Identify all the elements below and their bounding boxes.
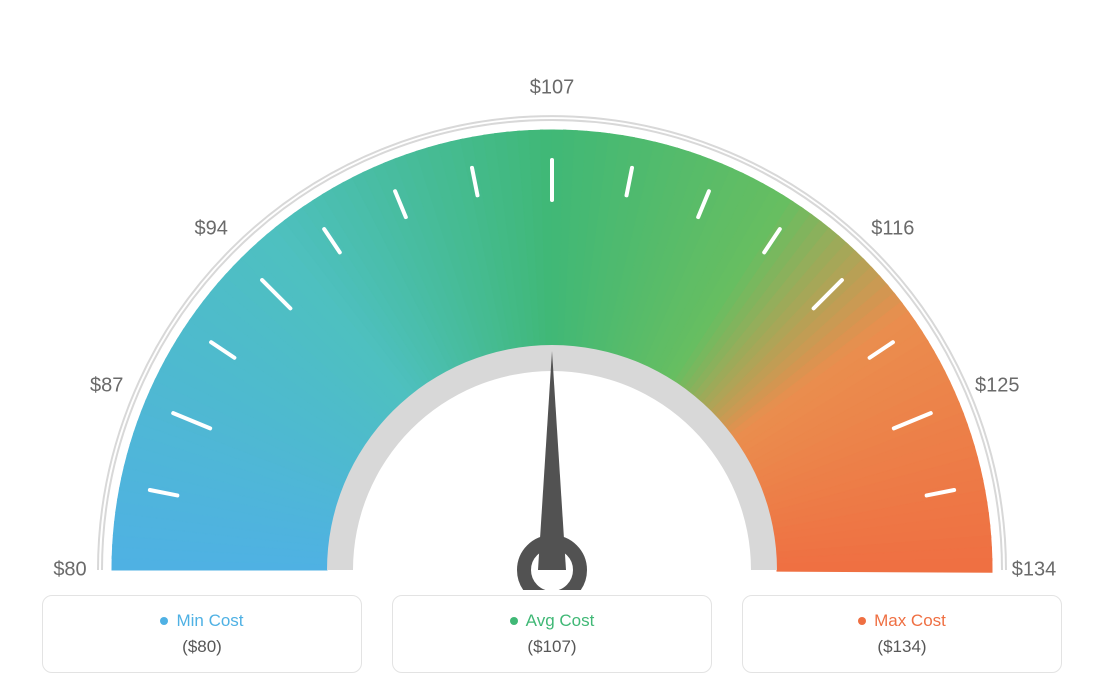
legend-min-value: ($80) (182, 637, 222, 657)
legend-max-top: Max Cost (858, 611, 946, 631)
legend-max-value: ($134) (877, 637, 926, 657)
gauge-tick-label: $116 (871, 218, 914, 241)
legend-max-label: Max Cost (874, 611, 946, 631)
gauge-tick-label: $107 (530, 77, 575, 100)
gauge-tick-label: $80 (53, 559, 86, 582)
legend-card-avg: Avg Cost ($107) (392, 595, 712, 673)
legend-card-max: Max Cost ($134) (742, 595, 1062, 673)
gauge-tick-label: $134 (1012, 559, 1057, 582)
gauge-tick-label: $87 (90, 374, 123, 397)
legend-min-top: Min Cost (160, 611, 243, 631)
dot-icon (160, 617, 168, 625)
dot-icon (858, 617, 866, 625)
legend-avg-top: Avg Cost (510, 611, 595, 631)
dot-icon (510, 617, 518, 625)
legend-avg-value: ($107) (527, 637, 576, 657)
legend-row: Min Cost ($80) Avg Cost ($107) Max Cost … (42, 595, 1062, 673)
gauge-tick-label: $94 (194, 218, 227, 241)
legend-avg-label: Avg Cost (526, 611, 595, 631)
legend-min-label: Min Cost (176, 611, 243, 631)
gauge-tick-label: $125 (975, 374, 1020, 397)
legend-card-min: Min Cost ($80) (42, 595, 362, 673)
